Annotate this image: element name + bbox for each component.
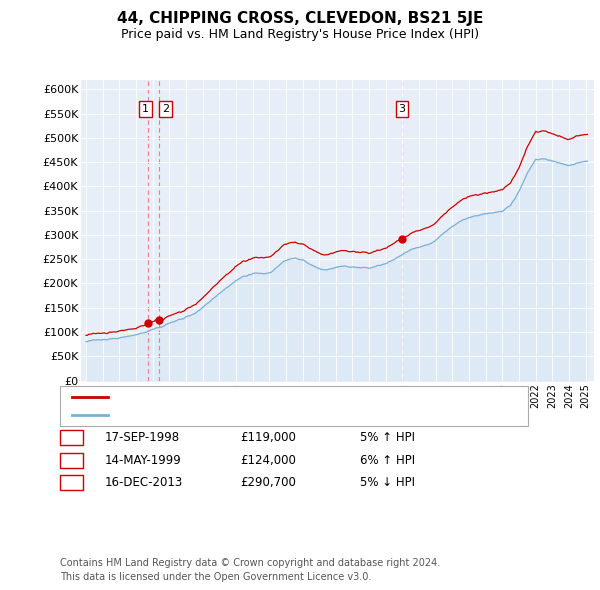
Text: Contains HM Land Registry data © Crown copyright and database right 2024.
This d: Contains HM Land Registry data © Crown c… <box>60 558 440 582</box>
Text: 3: 3 <box>68 476 75 489</box>
Text: Price paid vs. HM Land Registry's House Price Index (HPI): Price paid vs. HM Land Registry's House … <box>121 28 479 41</box>
Text: 6% ↑ HPI: 6% ↑ HPI <box>360 454 415 467</box>
Text: 1: 1 <box>142 104 149 114</box>
Text: 5% ↓ HPI: 5% ↓ HPI <box>360 476 415 489</box>
Text: £119,000: £119,000 <box>240 431 296 444</box>
Text: 14-MAY-1999: 14-MAY-1999 <box>105 454 182 467</box>
Text: 5% ↑ HPI: 5% ↑ HPI <box>360 431 415 444</box>
Text: 44, CHIPPING CROSS, CLEVEDON, BS21 5JE (detached house): 44, CHIPPING CROSS, CLEVEDON, BS21 5JE (… <box>114 392 457 402</box>
Text: 2: 2 <box>68 454 75 467</box>
Text: £124,000: £124,000 <box>240 454 296 467</box>
Text: 44, CHIPPING CROSS, CLEVEDON, BS21 5JE: 44, CHIPPING CROSS, CLEVEDON, BS21 5JE <box>117 11 483 27</box>
Text: 16-DEC-2013: 16-DEC-2013 <box>105 476 183 489</box>
Text: 17-SEP-1998: 17-SEP-1998 <box>105 431 180 444</box>
Text: £290,700: £290,700 <box>240 476 296 489</box>
Text: 3: 3 <box>398 104 405 114</box>
Text: HPI: Average price, detached house, North Somerset: HPI: Average price, detached house, Nort… <box>114 409 409 419</box>
Text: 1: 1 <box>68 431 75 444</box>
Text: 2: 2 <box>162 104 169 114</box>
